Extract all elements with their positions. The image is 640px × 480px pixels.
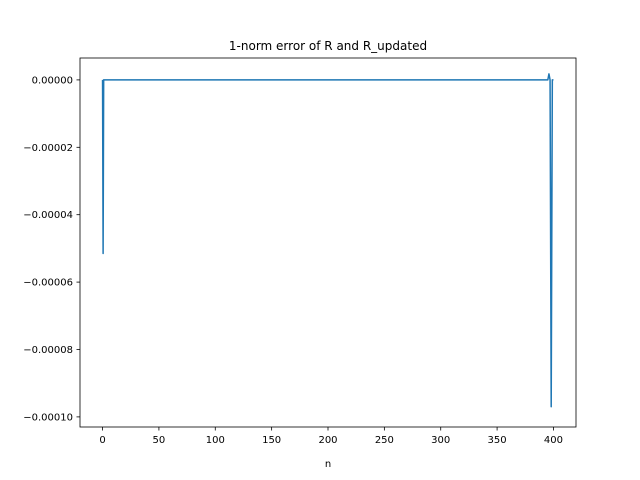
y-tick-label: −0.00002: [23, 143, 73, 154]
y-tick-label: 0.00000: [32, 75, 73, 86]
x-tick-label: 350: [488, 435, 507, 446]
x-tick-label: 400: [544, 435, 563, 446]
plot-frame: [79, 57, 577, 428]
y-tick-label: −0.00008: [23, 345, 73, 356]
x-tick-label: 250: [375, 435, 394, 446]
x-tick-label: 200: [318, 435, 337, 446]
x-tick-label: 300: [431, 435, 450, 446]
chart-title: 1-norm error of R and R_updated: [229, 39, 427, 53]
x-axis-label: n: [325, 459, 331, 470]
x-tick-label: 150: [262, 435, 281, 446]
x-tick-label: 50: [153, 435, 166, 446]
y-tick-label: −0.00004: [23, 210, 73, 221]
y-tick-label: −0.00006: [23, 278, 73, 289]
y-axis: 0.00000 −0.00002 −0.00004 −0.00006 −0.00008 −…: [23, 75, 80, 423]
series-layer: [101, 73, 554, 408]
x-tick-label: 0: [99, 435, 105, 446]
y-tick-label: −0.00010: [23, 412, 73, 423]
x-tick-label: 100: [206, 435, 225, 446]
series-line: [101, 73, 554, 408]
x-axis: 0 50 100 150 200 250 300 350 400: [99, 427, 563, 446]
